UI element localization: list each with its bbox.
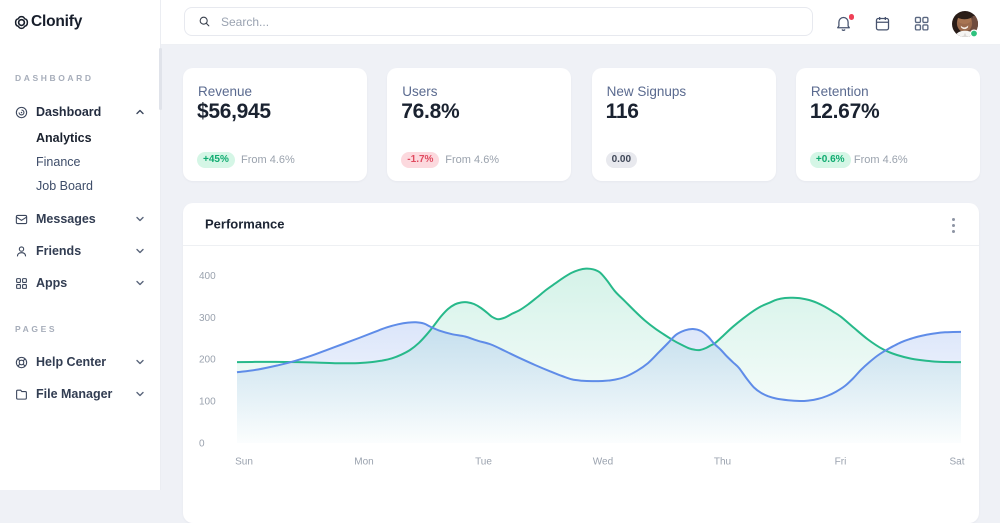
svg-text:Sat: Sat <box>949 457 964 468</box>
svg-text:200: 200 <box>199 355 216 366</box>
svg-text:100: 100 <box>199 397 216 408</box>
svg-text:Thu: Thu <box>714 457 731 468</box>
svg-text:Mon: Mon <box>354 457 373 468</box>
svg-text:Wed: Wed <box>593 457 613 468</box>
svg-text:Fri: Fri <box>835 457 847 468</box>
svg-text:0: 0 <box>199 439 205 450</box>
svg-text:300: 300 <box>199 313 216 324</box>
svg-text:Sun: Sun <box>235 457 253 468</box>
svg-text:Tue: Tue <box>475 457 492 468</box>
svg-text:400: 400 <box>199 271 216 282</box>
